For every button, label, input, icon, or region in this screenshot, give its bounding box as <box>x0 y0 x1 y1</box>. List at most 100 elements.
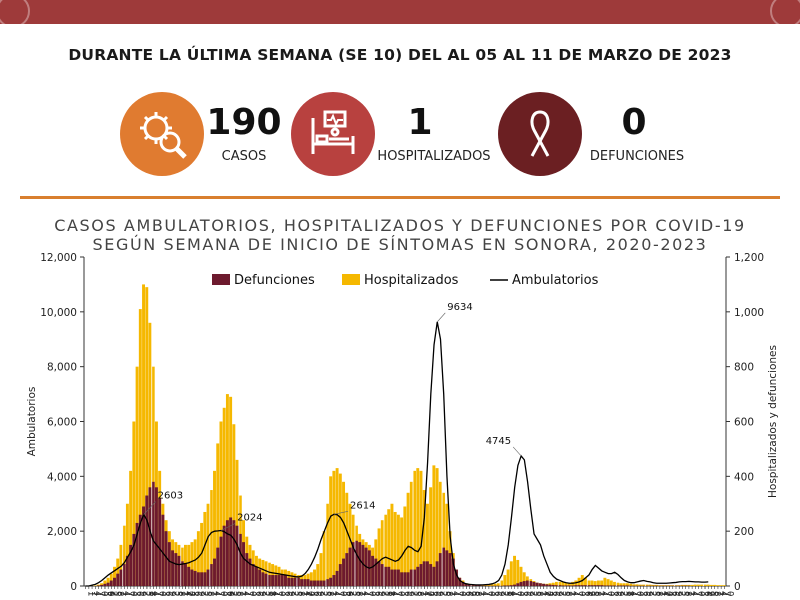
hospitalizados-bar <box>600 580 604 586</box>
x-tick-label: 2 <box>528 591 538 596</box>
x-tick-label: 9 <box>286 591 296 596</box>
headline: DURANTE LA ÚLTIMA SEMANA (SE 10) DEL AL … <box>68 46 732 64</box>
hospitalizados-bar <box>645 584 649 586</box>
hospitalizados-bar <box>387 509 391 586</box>
hospitalizados-bar <box>229 396 233 586</box>
x-tick-label: 1 <box>505 591 515 596</box>
defunciones-bar <box>384 566 387 586</box>
x-tick-label: 4 <box>540 591 550 596</box>
x-tick-label: 6 <box>224 591 234 596</box>
defunciones-bar <box>374 558 378 586</box>
x-tick-label: 0 <box>99 591 109 596</box>
defunciones-bar <box>509 585 513 586</box>
x-tick-label: 1 <box>418 591 428 596</box>
x-tick-label: 8 <box>563 591 573 596</box>
hospitalizados-bar <box>322 531 326 586</box>
hospitalizados-bar <box>187 544 191 586</box>
x-tick-label: 5 <box>382 591 392 596</box>
peak-annotation: 2614 <box>350 500 375 511</box>
defunciones-bar <box>342 558 346 586</box>
defunciones-bar <box>190 569 194 586</box>
hospitalizados-bar <box>613 581 617 586</box>
x-tick-label: 4 <box>660 591 670 596</box>
x-tick-label: 0 <box>395 591 405 596</box>
defunciones-bar <box>200 572 204 586</box>
hospitalizados-bar <box>513 555 517 586</box>
y-tick-label-right: 800 <box>734 362 754 374</box>
hospitalizados-bar <box>348 503 352 586</box>
defunciones-bar <box>225 520 229 586</box>
defunciones-bar <box>413 569 416 586</box>
chart-title-line2: SEGÚN SEMANA DE INICIO DE SÍNTOMAS EN SO… <box>92 235 708 254</box>
hospitalizados-bar <box>719 585 723 586</box>
x-tick-label: 7 <box>244 591 254 596</box>
x-tick-label: 3 <box>399 591 409 596</box>
legend-swatch-defunciones <box>212 274 230 285</box>
x-tick-label: 9 <box>376 591 386 596</box>
hospitalizados-bar <box>145 287 149 586</box>
hospitalizados-bar <box>587 580 591 586</box>
hospitalizados-bar <box>690 584 694 586</box>
x-tick-label: 2 <box>586 591 596 596</box>
defunciones-bar <box>138 514 142 586</box>
hospitalizados-bar <box>493 583 497 586</box>
x-tick-label: 1 <box>595 591 605 596</box>
hospitalizados-bar <box>419 470 423 586</box>
x-tick-label: 6 <box>253 591 263 596</box>
x-tick-label: 4 <box>240 591 250 596</box>
hospitalizados-bar <box>203 511 207 586</box>
hospitalizados-bar <box>642 584 646 586</box>
x-tick-label: 8 <box>444 591 454 596</box>
hospitalizados-bar <box>400 517 404 586</box>
defunciones-bar <box>535 582 539 586</box>
hospitalizados-bar <box>151 366 155 586</box>
x-tick-label: 7 <box>95 591 105 596</box>
x-tick-label: 8 <box>324 591 334 596</box>
hospitalizados-bar <box>329 476 333 586</box>
x-tick-label: 2 <box>466 591 476 596</box>
annotation-leader <box>143 501 156 515</box>
hospitalizados-bar <box>561 581 565 586</box>
hospitalizados-bar <box>638 584 642 586</box>
x-tick-label: 9 <box>553 591 563 596</box>
x-tick-label: 8 <box>266 591 276 596</box>
hospitalizados-bar <box>132 421 136 586</box>
x-tick-label: 5 <box>263 591 273 596</box>
peak-annotation: 2603 <box>158 491 183 502</box>
x-tick-label: 9 <box>673 591 683 596</box>
x-tick-label: 9 <box>166 591 176 596</box>
x-tick-label: 8 <box>386 591 396 596</box>
x-tick-label: 3 <box>666 591 676 596</box>
x-tick-label: 9 <box>137 591 147 596</box>
x-tick-label: 5 <box>708 591 718 596</box>
hospitalizados-bar <box>225 394 229 586</box>
x-tick-label: 8 <box>115 591 125 596</box>
defunciones-bar <box>103 583 107 586</box>
hospitalizados-bar <box>635 584 639 586</box>
x-tick-label: 2 <box>318 591 328 596</box>
defunciones-bar <box>338 564 342 586</box>
x-tick-label: 9 <box>315 591 325 596</box>
hospitalizados-bar <box>661 585 665 586</box>
hospital-bed-icon <box>311 110 355 154</box>
hospitalizados-bar <box>703 584 707 586</box>
defunciones-bar <box>616 585 620 586</box>
defunciones-bar <box>613 585 617 586</box>
x-tick-label: 8 <box>295 591 305 596</box>
x-tick-label: 1 <box>357 591 367 596</box>
x-tick-label: 6 <box>192 591 202 596</box>
x-tick-label: 3 <box>489 591 499 596</box>
annotation-leader <box>437 312 446 323</box>
defunciones-bar <box>506 585 510 586</box>
x-tick-label: 3 <box>160 591 170 596</box>
y-tick-label-right: 1,000 <box>734 307 764 319</box>
defunciones-bar <box>235 525 239 586</box>
x-tick-label: 1 <box>624 591 634 596</box>
defunciones-bar <box>267 575 271 586</box>
x-tick-label: 3 <box>637 591 647 596</box>
hospitalizados-bar <box>571 581 575 586</box>
hospitalizados-bar <box>664 585 668 586</box>
defunciones-bar <box>474 585 478 586</box>
defunciones-bar <box>371 555 375 586</box>
x-tick-label: 4 <box>121 591 131 596</box>
